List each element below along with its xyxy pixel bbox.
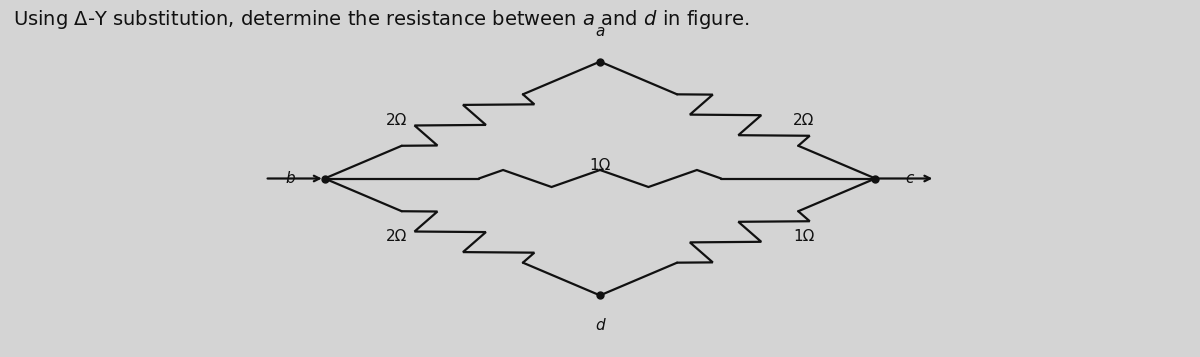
Text: 2Ω: 2Ω [793, 112, 815, 127]
Text: 2Ω: 2Ω [385, 230, 407, 245]
Text: a: a [595, 24, 605, 39]
Text: b: b [286, 171, 295, 186]
Text: 2Ω: 2Ω [385, 112, 407, 127]
Text: c: c [905, 171, 913, 186]
Text: 1Ω: 1Ω [589, 157, 611, 172]
Text: d: d [595, 318, 605, 333]
Text: 1Ω: 1Ω [793, 230, 815, 245]
Text: Using $\Delta$-Y substitution, determine the resistance between $a$ and $d$ in f: Using $\Delta$-Y substitution, determine… [13, 9, 750, 31]
